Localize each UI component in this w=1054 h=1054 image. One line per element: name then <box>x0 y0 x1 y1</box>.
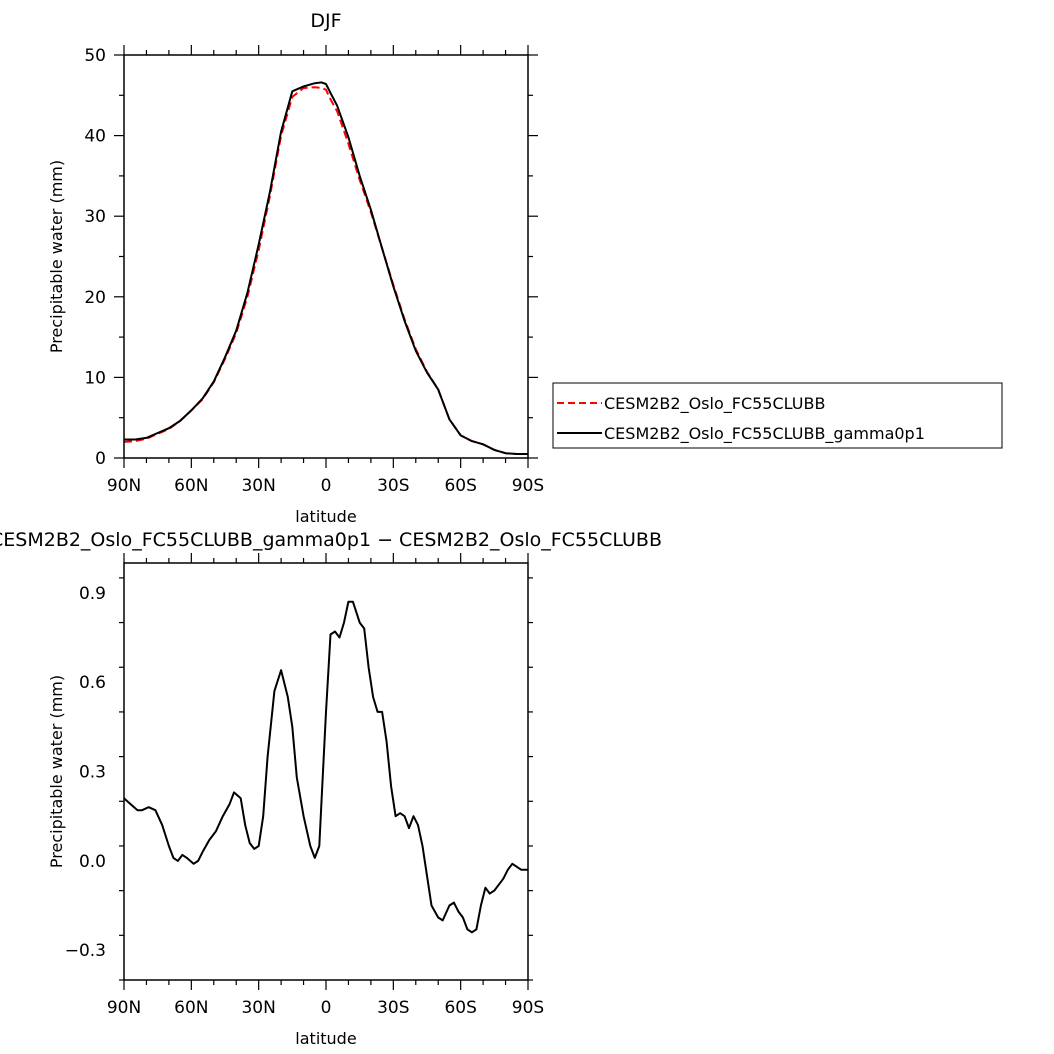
x-tick-label: 0 <box>321 998 332 1018</box>
x-tick-label: 60S <box>444 476 476 496</box>
x-tick-label: 30N <box>241 998 275 1018</box>
chart-title: DJF <box>310 10 341 32</box>
x-tick-label: 30S <box>377 998 409 1018</box>
x-tick-label: 90S <box>512 476 544 496</box>
x-tick-label: 30S <box>377 476 409 496</box>
y-tick-label: 10 <box>84 368 106 388</box>
y-tick-label: −0.3 <box>65 941 106 961</box>
x-tick-label: 30N <box>241 476 275 496</box>
y-tick-label: 40 <box>84 127 106 147</box>
x-tick-label: 60N <box>174 476 208 496</box>
y-tick-label: 20 <box>84 288 106 308</box>
x-tick-label: 90N <box>107 476 141 496</box>
x-tick-label: 0 <box>321 476 332 496</box>
series-line-1 <box>124 81 528 455</box>
y-tick-label: 50 <box>84 46 106 66</box>
y-tick-label: 0.9 <box>79 584 106 604</box>
y-axis-label: Precipitable water (mm) <box>47 160 66 353</box>
y-tick-label: 30 <box>84 207 106 227</box>
series-line-0 <box>124 600 528 934</box>
legend: CESM2B2_Oslo_FC55CLUBB CESM2B2_Oslo_FC55… <box>552 382 1003 449</box>
bottom-chart-panel: CESM2B2_Oslo_FC55CLUBB_gamma0p1 − CESM2B… <box>0 529 662 1048</box>
chart-title: CESM2B2_Oslo_FC55CLUBB_gamma0p1 − CESM2B… <box>0 529 662 551</box>
y-axis-label: Precipitable water (mm) <box>47 675 66 868</box>
x-tick-label: 60S <box>444 998 476 1018</box>
y-tick-label: 0 <box>95 449 106 469</box>
legend-box <box>552 382 1003 449</box>
legend-entry-0: CESM2B2_Oslo_FC55CLUBB <box>604 394 825 414</box>
top-chart-panel: DJF 90N 60N 30N 0 30S 60S 90S 0 10 20 30 40 50 latitud… <box>47 10 544 526</box>
y-tick-label: 0.0 <box>79 852 106 872</box>
x-tick-label: 90N <box>107 998 141 1018</box>
x-axis-label: latitude <box>295 1029 356 1048</box>
x-tick-label: 90S <box>512 998 544 1018</box>
x-axis-label: latitude <box>295 507 356 526</box>
y-tick-label: 0.6 <box>79 673 106 693</box>
y-tick-label: 0.3 <box>79 763 106 783</box>
x-tick-label: 60N <box>174 998 208 1018</box>
legend-entry-1: CESM2B2_Oslo_FC55CLUBB_gamma0p1 <box>604 424 925 444</box>
